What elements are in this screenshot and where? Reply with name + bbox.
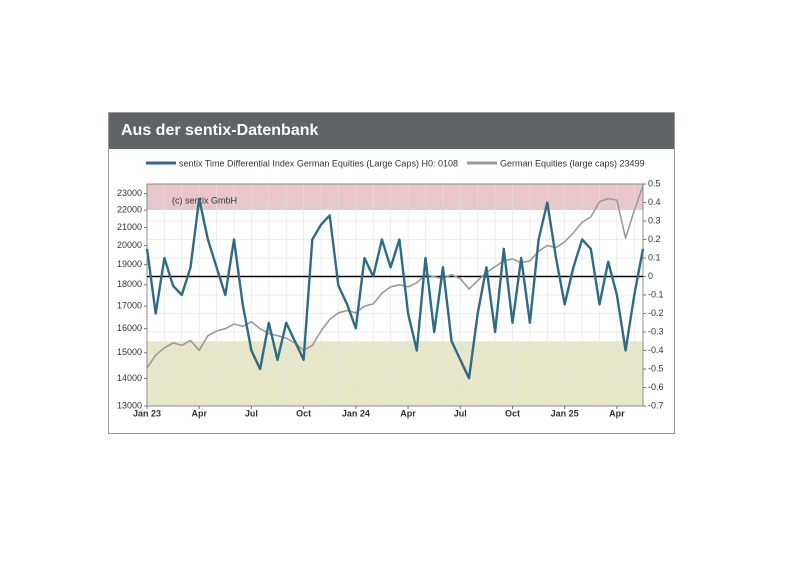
y-tick-label: 18000 — [117, 279, 142, 289]
x-tick-label: Jan 24 — [342, 408, 370, 418]
y-tick-label: 13000 — [117, 400, 142, 410]
x-tick-label: Apr — [400, 408, 416, 418]
y2-tick-label: -0.7 — [648, 400, 664, 410]
y-tick-label: 20000 — [117, 240, 142, 250]
y-tick-label: 19000 — [117, 259, 142, 269]
series-line — [146, 185, 644, 369]
y2-tick-label: -0.5 — [648, 363, 664, 373]
band — [147, 184, 643, 210]
y2-tick-label: 0.3 — [648, 215, 661, 225]
y2-tick-label: -0.4 — [648, 345, 664, 355]
legend-label: sentix Time Differential Index German Eq… — [179, 158, 458, 168]
legend-label: German Equities (large caps) 23499 — [500, 158, 645, 168]
y2-tick-label: 0.5 — [648, 178, 661, 188]
watermark: (c) sentix GmbH — [172, 195, 237, 205]
x-tick-label: Oct — [296, 408, 311, 418]
x-tick-label: Jan 23 — [133, 408, 161, 418]
y2-tick-label: -0.3 — [648, 326, 664, 336]
y-tick-label: 17000 — [117, 301, 142, 311]
x-tick-label: Jul — [454, 408, 467, 418]
y-tick-label: 14000 — [117, 373, 142, 383]
y2-tick-label: -0.2 — [648, 308, 664, 318]
y-tick-label: 22000 — [117, 205, 142, 215]
x-tick-label: Apr — [191, 408, 207, 418]
series-line — [145, 197, 645, 380]
y-tick-label: 23000 — [117, 188, 142, 198]
card-title: Aus der sentix-Datenbank — [109, 113, 674, 149]
y2-tick-label: -0.6 — [648, 382, 664, 392]
x-tick-label: Apr — [609, 408, 625, 418]
y2-tick-label: -0.1 — [648, 289, 664, 299]
y-tick-label: 21000 — [117, 222, 142, 232]
y2-tick-label: 0.1 — [648, 252, 661, 262]
y2-tick-label: 0.2 — [648, 234, 661, 244]
y2-tick-label: 0 — [648, 271, 653, 281]
y-tick-label: 16000 — [117, 323, 142, 333]
x-tick-label: Oct — [505, 408, 520, 418]
y-tick-label: 15000 — [117, 347, 142, 357]
band — [147, 341, 643, 406]
x-tick-label: Jul — [245, 408, 258, 418]
y2-tick-label: 0.4 — [648, 197, 661, 207]
x-tick-label: Jan 25 — [551, 408, 579, 418]
